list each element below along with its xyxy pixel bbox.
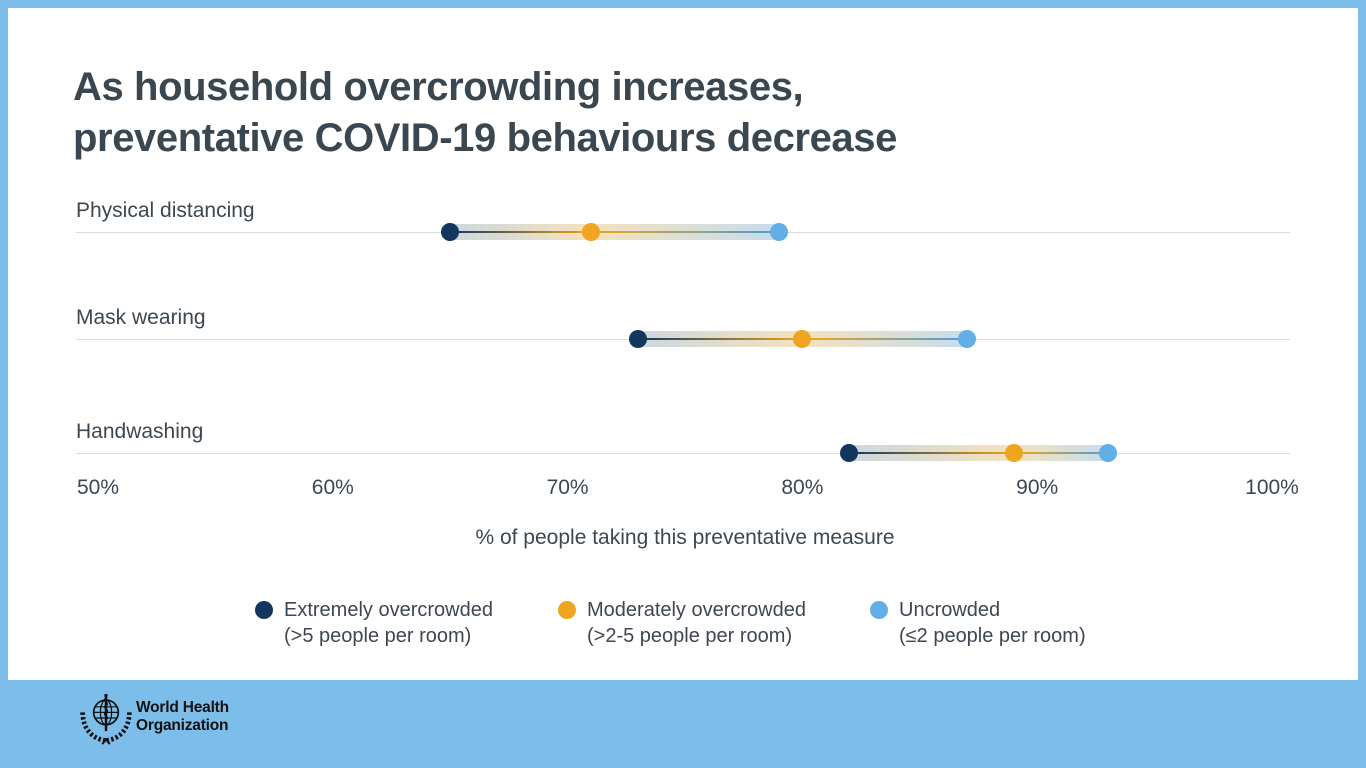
who-wordmark-line2: Organization: [136, 717, 229, 734]
connector-line: [450, 231, 779, 233]
legend-label: Moderately overcrowded: [587, 599, 806, 621]
legend-item-uncrowded: Uncrowded (≤2 people per room): [870, 597, 1086, 649]
x-axis-tick-label: 90%: [1016, 476, 1059, 499]
data-dot-lightblue: [957, 330, 976, 348]
connector-line: [849, 452, 1108, 454]
category-label: Handwashing: [76, 420, 204, 443]
x-axis-tick-label: 80%: [781, 476, 824, 499]
chart-panel: As household overcrowding increases, pre…: [8, 8, 1358, 680]
chart-title-line2: preventative COVID-19 behaviours decreas…: [73, 116, 897, 160]
data-dot-navy: [840, 444, 859, 462]
data-dot-navy: [441, 223, 460, 241]
x-axis-tick-label: 50%: [76, 476, 120, 499]
legend-sublabel: (≤2 people per room): [899, 625, 1086, 647]
data-dot-orange: [793, 330, 812, 348]
chart-title-line1: As household overcrowding increases,: [73, 65, 804, 109]
data-dot-orange: [1004, 444, 1023, 462]
chart-title: As household overcrowding increases, pre…: [73, 62, 897, 164]
legend-label: Extremely overcrowded: [284, 599, 493, 621]
who-emblem-icon: [80, 693, 132, 745]
legend-item-extremely-overcrowded: Extremely overcrowded (>5 people per roo…: [255, 597, 493, 649]
data-dot-orange: [582, 223, 601, 241]
who-wordmark-line1: World Health: [136, 699, 229, 716]
category-gridline: [76, 453, 1290, 454]
legend-dot-orange-icon: [558, 601, 576, 619]
data-dot-lightblue: [769, 223, 788, 241]
dumbbell-chart: Physical distancing Mask wearing Handwashi…: [8, 8, 1358, 680]
data-dot-navy: [629, 330, 648, 348]
x-axis-tick-label: 100%: [1245, 476, 1299, 499]
legend-dot-lightblue-icon: [870, 601, 888, 619]
x-axis-tick-label: 70%: [546, 476, 589, 499]
x-axis-tick-label: 60%: [311, 476, 354, 499]
data-dot-lightblue: [1098, 444, 1117, 462]
who-wordmark: World Health Organization: [136, 699, 229, 735]
footer-band: World Health Organization: [0, 680, 1366, 768]
legend-sublabel: (>2-5 people per room): [587, 625, 793, 647]
category-label: Mask wearing: [76, 306, 206, 329]
legend-item-moderately-overcrowded: Moderately overcrowded (>2-5 people per …: [558, 597, 806, 649]
category-label: Physical distancing: [76, 199, 255, 222]
legend-label: Uncrowded: [899, 599, 1001, 621]
legend-sublabel: (>5 people per room): [284, 625, 472, 647]
x-axis-caption: % of people taking this preventative mea…: [475, 526, 895, 549]
legend-dot-navy-icon: [255, 601, 273, 619]
